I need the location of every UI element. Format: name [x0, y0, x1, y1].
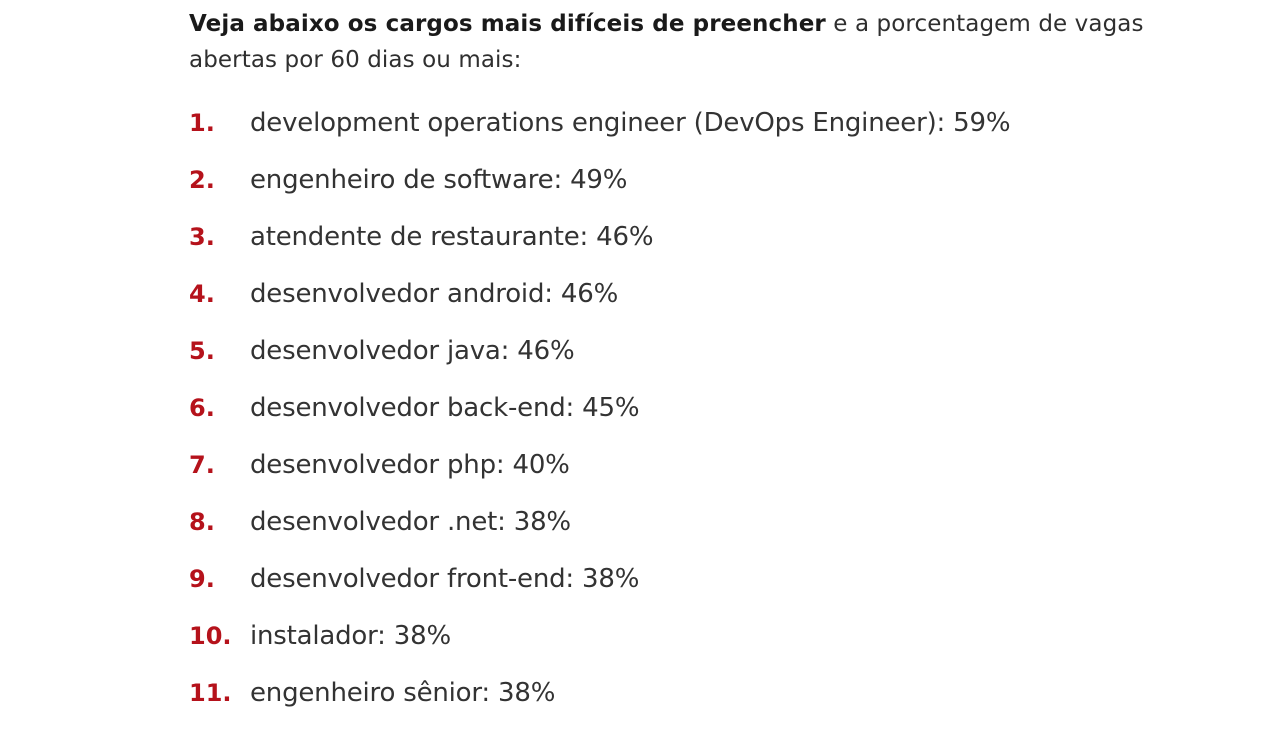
list-item-text: instalador: 38%	[250, 621, 451, 651]
list-item: 10. instalador: 38%	[189, 621, 1010, 678]
list-item: 9. desenvolvedor front-end: 38%	[189, 564, 1010, 621]
list-item-number: 8.	[189, 508, 215, 536]
list-item: 11. engenheiro sênior: 38%	[189, 678, 1010, 735]
list-item-text: desenvolvedor .net: 38%	[250, 507, 571, 537]
list-item: 5. desenvolvedor java: 46%	[189, 336, 1010, 393]
list-item-number: 4.	[189, 280, 215, 308]
list-item: 3. atendente de restaurante: 46%	[189, 222, 1010, 279]
list-item-number: 6.	[189, 394, 215, 422]
list-item-number: 5.	[189, 337, 215, 365]
list-item-number: 2.	[189, 166, 215, 194]
list-item: 4. desenvolvedor android: 46%	[189, 279, 1010, 336]
list-item: 7. desenvolvedor php: 40%	[189, 450, 1010, 507]
list-item-text: desenvolvedor front-end: 38%	[250, 564, 640, 594]
list-item-number: 9.	[189, 565, 215, 593]
list-item-text: engenheiro de software: 49%	[250, 165, 628, 195]
ranking-list: 1. development operations engineer (DevO…	[189, 108, 1011, 735]
list-item-text: desenvolvedor php: 40%	[250, 450, 570, 480]
intro-bold-text: Veja abaixo os cargos mais difíceis de p…	[189, 11, 826, 37]
list-item-number: 3.	[189, 223, 215, 251]
list-item-number: 1.	[189, 109, 215, 137]
list-item-text: desenvolvedor java: 46%	[250, 336, 575, 366]
list-item-text: desenvolvedor android: 46%	[250, 279, 619, 309]
list-item-text: development operations engineer (DevOps …	[250, 108, 1011, 138]
list-item-text: desenvolvedor back-end: 45%	[250, 393, 640, 423]
intro-text: e a porcentagem de vagas abertas por 60 …	[189, 11, 1144, 73]
intro-paragraph: Veja abaixo os cargos mais difíceis de p…	[189, 0, 1169, 78]
list-item-number: 7.	[189, 451, 215, 479]
list-item: 8. desenvolvedor .net: 38%	[189, 507, 1010, 564]
list-item-text: engenheiro sênior: 38%	[250, 678, 556, 708]
article-body: Veja abaixo os cargos mais difíceis de p…	[189, 0, 1169, 708]
list-item: 1. development operations engineer (DevO…	[189, 108, 1011, 165]
list-item-number: 10.	[189, 622, 232, 650]
list-item: 6. desenvolvedor back-end: 45%	[189, 393, 1010, 450]
list-item-number: 11.	[189, 679, 232, 707]
list-item: 2. engenheiro de software: 49%	[189, 165, 1010, 222]
list-item-text: atendente de restaurante: 46%	[250, 222, 654, 252]
